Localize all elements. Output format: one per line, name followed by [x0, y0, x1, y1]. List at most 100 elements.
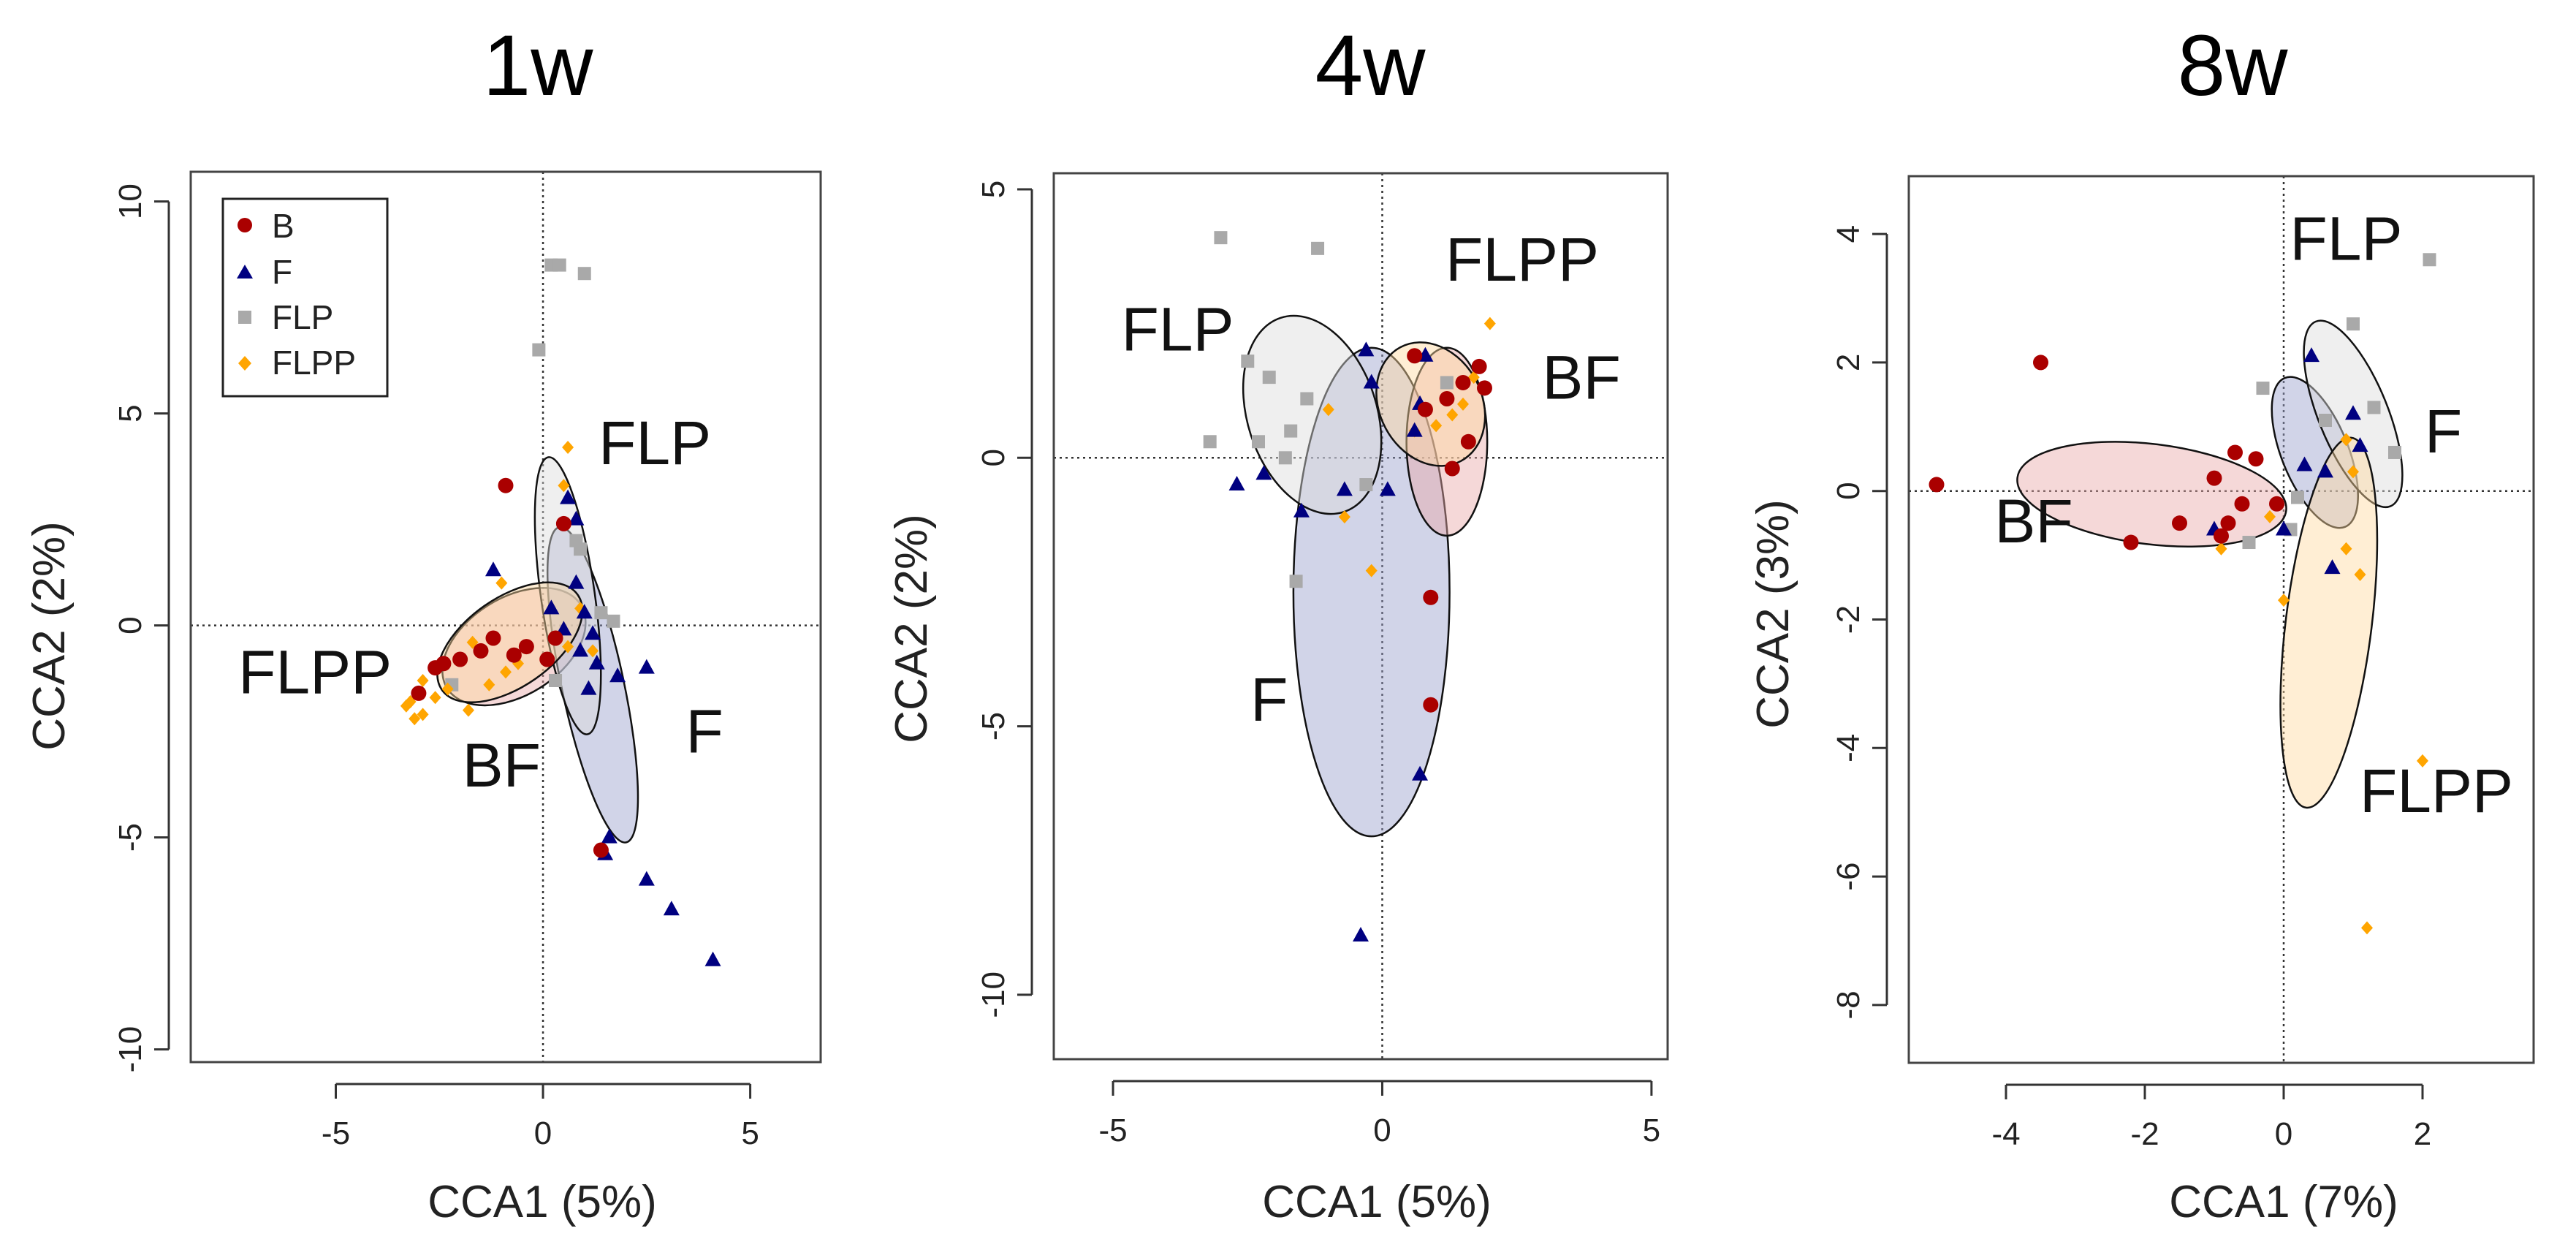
x-tick-label: 0: [1373, 1113, 1391, 1148]
y-tick-label: 10: [113, 183, 148, 219]
panel-title: 4w: [1315, 18, 1426, 114]
point-b: [547, 630, 563, 646]
y-tick-label: 5: [113, 404, 148, 422]
point-flp: [1252, 435, 1265, 449]
point-b: [1417, 401, 1433, 417]
point-b: [2214, 528, 2229, 544]
group-label: FLP: [1121, 295, 1234, 363]
point-f: [485, 561, 501, 577]
point-flpp: [1446, 408, 1459, 422]
point-flp: [1214, 231, 1228, 245]
panel-1w: 1w CCA1 (5%) CCA2 (2%) -5 0 5 -10 -5 0 5 10 FLP…: [24, 18, 822, 1227]
group-label: F: [686, 697, 723, 766]
point-flp: [607, 614, 620, 628]
point-f: [2296, 456, 2313, 471]
point-f: [1353, 927, 1369, 942]
legend-label-B: B: [272, 207, 295, 245]
point-flp: [552, 258, 566, 272]
point-flpp: [2340, 542, 2352, 556]
legend-label-FLPP: FLPP: [272, 344, 356, 382]
point-flpp: [495, 576, 508, 590]
x-tick-label: -5: [322, 1115, 350, 1151]
plot-area: FLP F BF FLPP: [1909, 176, 2534, 1063]
legend-item-FLPP: FLPP: [238, 344, 356, 382]
panel-title: 8w: [2178, 18, 2289, 114]
point-b: [452, 651, 468, 667]
point-b: [1460, 433, 1476, 450]
point-flp: [2242, 536, 2256, 550]
point-b: [1471, 358, 1487, 374]
group-label: FLPP: [2360, 757, 2513, 825]
point-flpp: [462, 703, 474, 717]
point-flpp: [441, 682, 454, 696]
point-flpp: [483, 678, 495, 691]
x-axis-label: CCA1 (7%): [2169, 1177, 2398, 1227]
y-tick-label: -2: [1831, 605, 1866, 634]
group-label: BF: [1994, 487, 2072, 556]
point-f: [638, 871, 655, 886]
legend-label-F: F: [272, 253, 292, 291]
point-flpp: [1322, 403, 1334, 417]
point-b: [485, 630, 501, 646]
point-flpp: [558, 479, 570, 493]
point-flp: [1262, 371, 1276, 384]
point-f: [2324, 559, 2341, 575]
legend-label-FLP: FLP: [272, 298, 333, 336]
group-label: FLPP: [1445, 225, 1599, 294]
point-b: [498, 477, 514, 493]
point-f: [1358, 341, 1375, 357]
x-tick-label: 2: [2414, 1116, 2431, 1152]
point-flpp: [1338, 510, 1350, 524]
point-b: [593, 842, 609, 858]
y-tick-label: 0: [113, 616, 148, 634]
point-flp: [1440, 376, 1454, 390]
point-b: [2234, 496, 2250, 512]
y-tick-label: 0: [976, 449, 1011, 466]
point-f: [1336, 481, 1353, 496]
legend-marker-B: [238, 218, 252, 232]
point-flp: [1300, 392, 1314, 406]
y-tick-label: 2: [1831, 354, 1866, 371]
point-flp: [1241, 355, 1255, 368]
point-flpp: [1430, 419, 1443, 433]
point-b: [1476, 380, 1492, 396]
point-f: [543, 599, 560, 615]
point-flpp: [2340, 433, 2352, 447]
point-f: [572, 642, 589, 657]
x-tick-label: 0: [2275, 1116, 2292, 1152]
point-f: [568, 574, 585, 589]
point-f: [609, 667, 626, 683]
y-axis-label: CCA2 (2%): [886, 514, 937, 743]
point-flpp: [1483, 317, 1496, 330]
legend-item-B: B: [238, 207, 295, 245]
point-f: [2276, 520, 2292, 536]
legend-item-F: F: [237, 253, 292, 291]
y-axis-label: CCA2 (3%): [1748, 499, 1798, 729]
point-f: [576, 604, 593, 619]
point-b: [1423, 697, 1439, 713]
point-flpp: [2264, 509, 2276, 523]
point-f: [2303, 347, 2319, 363]
plot-frame: [1052, 172, 1669, 1061]
x-tick-label: -2: [2130, 1116, 2159, 1152]
point-b: [2227, 444, 2243, 461]
x-tick-label: 5: [1643, 1113, 1660, 1148]
point-b: [2033, 355, 2048, 371]
point-f: [638, 659, 655, 674]
x-tick-label: -5: [1098, 1113, 1127, 1148]
panel-4w: 4w CCA1 (5%) CCA2 (2%) -5 0 5-10-505 FLPFL…: [886, 18, 1669, 1227]
point-f: [1228, 476, 1245, 491]
point-f: [588, 654, 605, 670]
point-f: [601, 828, 618, 844]
point-flpp: [2215, 542, 2227, 556]
y-tick-label: -4: [1831, 734, 1866, 762]
point-flp: [2347, 317, 2360, 331]
point-b: [2269, 496, 2284, 512]
panel-title: 1w: [483, 18, 594, 114]
point-b: [2220, 515, 2236, 531]
point-b: [1423, 589, 1439, 605]
ellipse-b: [1405, 346, 1489, 537]
